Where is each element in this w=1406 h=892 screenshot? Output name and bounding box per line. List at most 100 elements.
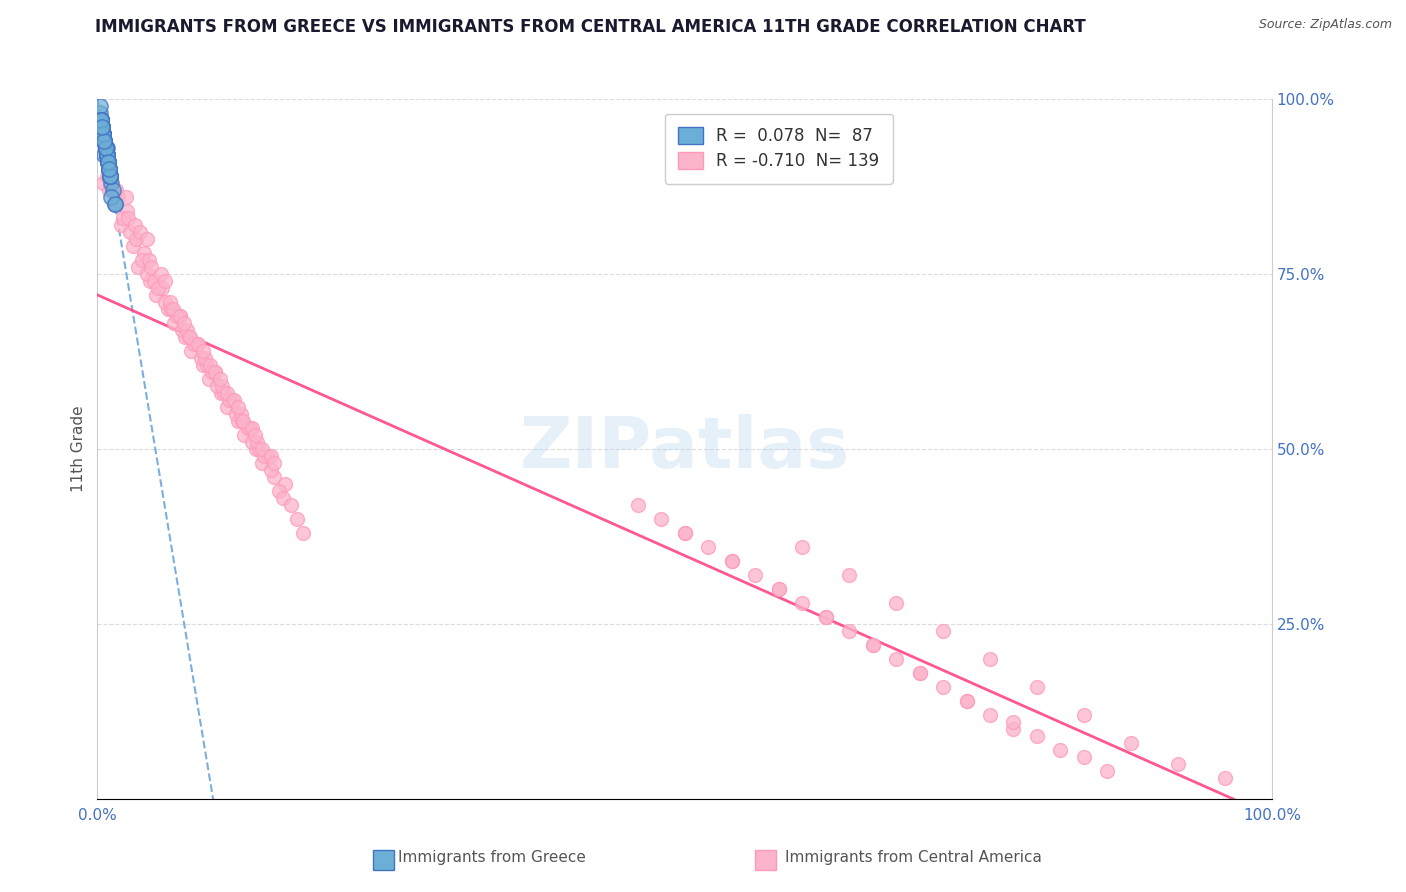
Point xyxy=(89,105,111,120)
Point xyxy=(89,98,111,112)
Point xyxy=(90,112,112,127)
Point xyxy=(627,498,650,512)
Point xyxy=(94,140,117,154)
Point xyxy=(673,525,696,540)
Point xyxy=(1026,729,1049,743)
Point xyxy=(187,336,209,351)
Point xyxy=(190,351,212,365)
Point xyxy=(744,567,766,582)
Point xyxy=(250,456,273,470)
Point xyxy=(160,301,183,316)
Point xyxy=(125,232,148,246)
Point xyxy=(96,147,118,161)
Point xyxy=(91,120,114,134)
Point xyxy=(91,127,114,141)
Point xyxy=(932,680,955,694)
Point xyxy=(249,442,271,456)
Text: IMMIGRANTS FROM GREECE VS IMMIGRANTS FROM CENTRAL AMERICA 11TH GRADE CORRELATION: IMMIGRANTS FROM GREECE VS IMMIGRANTS FRO… xyxy=(96,18,1085,36)
Text: ZIPatlas: ZIPatlas xyxy=(520,414,849,483)
Point xyxy=(96,147,118,161)
Point xyxy=(156,301,179,316)
Point xyxy=(280,498,302,512)
Point xyxy=(225,407,247,421)
Point xyxy=(93,134,115,148)
Point xyxy=(91,120,114,134)
Point xyxy=(117,211,139,225)
Point xyxy=(97,154,120,169)
Point xyxy=(93,134,115,148)
Point xyxy=(246,434,269,449)
Point xyxy=(97,154,120,169)
Point xyxy=(222,392,245,407)
Point xyxy=(884,651,907,665)
Point xyxy=(1002,714,1025,729)
Point xyxy=(198,372,221,386)
Point xyxy=(1026,680,1049,694)
Point xyxy=(242,434,264,449)
Point xyxy=(291,525,314,540)
Point xyxy=(94,140,117,154)
Point xyxy=(720,554,742,568)
Point xyxy=(91,120,114,134)
Point xyxy=(245,442,267,456)
Point xyxy=(91,120,114,134)
Point xyxy=(135,232,157,246)
Point xyxy=(96,147,118,161)
Point xyxy=(243,427,266,442)
Point xyxy=(162,301,184,316)
Point xyxy=(1073,707,1095,722)
Point xyxy=(91,127,114,141)
Point xyxy=(720,554,742,568)
Point xyxy=(205,378,228,392)
Point xyxy=(233,427,256,442)
Point xyxy=(790,596,813,610)
Point xyxy=(201,365,224,379)
Point xyxy=(93,134,115,148)
Point xyxy=(232,414,254,428)
Point xyxy=(194,351,217,365)
Point xyxy=(91,120,114,134)
Point xyxy=(139,274,162,288)
Point xyxy=(101,183,124,197)
Point xyxy=(98,169,121,183)
Point xyxy=(98,169,121,183)
Point xyxy=(1119,736,1142,750)
Point xyxy=(94,140,117,154)
Point xyxy=(260,449,283,463)
Point xyxy=(120,225,142,239)
Point xyxy=(91,120,114,134)
Point xyxy=(176,323,198,337)
Point xyxy=(97,154,120,169)
Point xyxy=(107,189,129,203)
Point xyxy=(98,169,121,183)
Point xyxy=(134,245,156,260)
Point xyxy=(163,316,186,330)
Point xyxy=(94,140,117,154)
Point xyxy=(155,294,177,309)
Point xyxy=(90,112,112,127)
Point xyxy=(226,414,249,428)
Point xyxy=(211,378,233,392)
Point xyxy=(955,694,977,708)
Point xyxy=(94,140,117,154)
Point xyxy=(195,358,218,372)
Point xyxy=(104,196,127,211)
Point xyxy=(198,358,221,372)
Point xyxy=(145,287,167,301)
Point xyxy=(215,385,238,400)
Point xyxy=(96,147,118,161)
Point xyxy=(93,134,115,148)
Point xyxy=(100,176,122,190)
Point xyxy=(93,134,115,148)
Point xyxy=(128,225,150,239)
Point xyxy=(98,183,121,197)
Point xyxy=(1097,764,1119,778)
Point xyxy=(90,112,112,127)
Point xyxy=(183,336,205,351)
Point xyxy=(673,525,696,540)
Point xyxy=(250,442,273,456)
Point xyxy=(90,112,112,127)
Point xyxy=(166,309,188,323)
Point xyxy=(98,161,121,176)
Point xyxy=(212,385,235,400)
